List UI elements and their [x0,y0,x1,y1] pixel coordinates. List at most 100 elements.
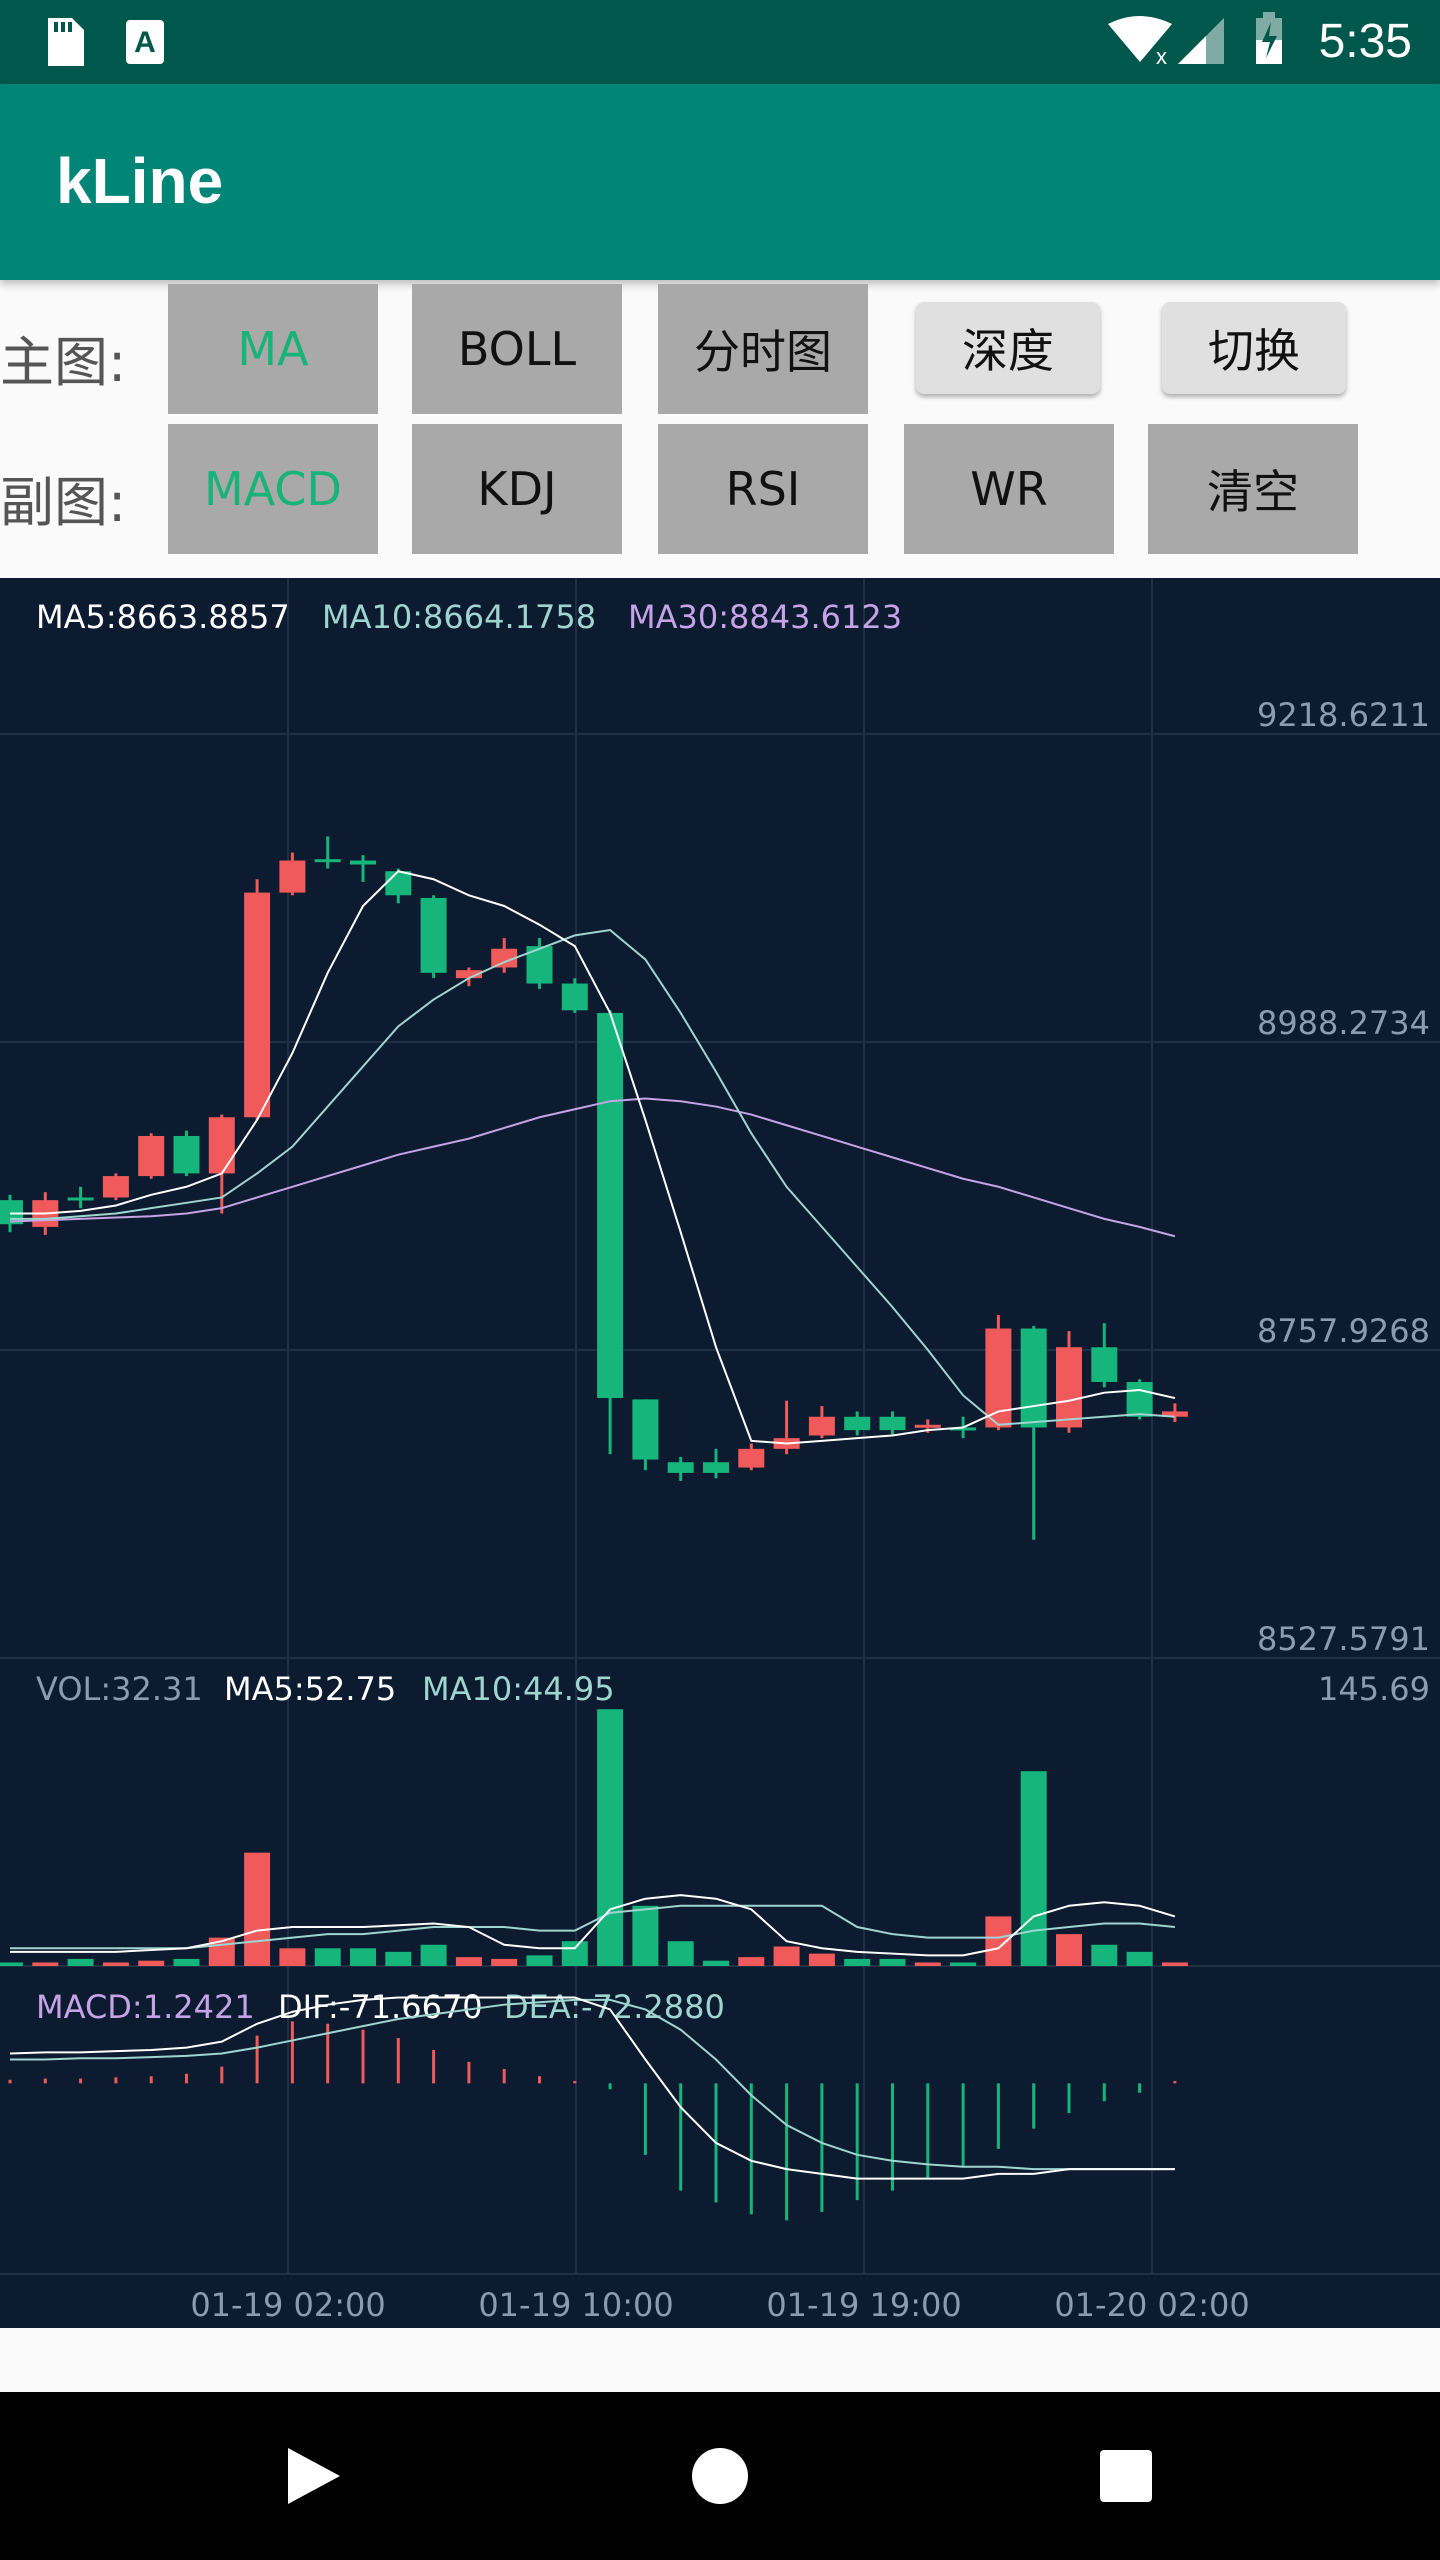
volume-bar [632,1905,659,1966]
x-tick-label: 01-20 02:00 [1054,2286,1249,2324]
candle-body [314,859,341,863]
navigation-bar [0,2392,1440,2560]
switch-button[interactable]: 切换 [1162,302,1346,394]
candle-body [420,897,447,973]
ma10-line [10,928,1175,1426]
clear-button[interactable]: 清空 [1148,424,1358,554]
dea-line [10,1998,1175,2171]
dea-legend: DEA:-72.2880 [504,1988,725,2026]
app-bar: kLine [0,84,1440,280]
x-tick-label: 01-19 02:00 [190,2286,385,2324]
kline-chart[interactable]: MA5:8663.8857 MA10:8664.1758 MA30:8843.6… [0,578,1440,2328]
candle-body [985,1328,1012,1428]
candle-body [808,1416,835,1436]
volume-bar [667,1941,694,1966]
volume-bar [773,1946,800,1966]
dif-line [9,1996,1175,2180]
vol-ma5-line [10,1894,1176,1957]
candle-body [244,892,271,1118]
vol-legend: VOL:32.31 [36,1670,203,1708]
volume-bar [491,1958,518,1966]
sd-card-icon [48,18,84,66]
home-icon[interactable] [692,2448,748,2504]
volume-bar [102,1962,129,1966]
svg-text:A: A [134,26,156,59]
ma5-legend: MA5:8663.8857 [36,598,290,636]
macd-legend: MACD:1.2421 [36,1988,255,2026]
volume-bar [420,1944,447,1966]
rsi-button[interactable]: RSI [658,424,868,554]
volume-bar [597,1709,624,1966]
volume-bar [0,1962,23,1966]
kdj-button[interactable]: KDJ [412,424,622,554]
wr-button[interactable]: WR [904,424,1114,554]
volume-bar [385,1951,412,1966]
kline-svg[interactable]: MA5:8663.8857 MA10:8664.1758 MA30:8843.6… [0,578,1440,2328]
volume-bar [561,1941,588,1966]
candle-body [632,1399,659,1460]
candle-body [350,860,376,865]
x-tick-label: 01-19 10:00 [478,2286,673,2324]
candle-body [102,1176,129,1198]
volume-bar [1091,1944,1118,1966]
y-tick-label: 8527.5791 [1257,1620,1430,1658]
volume-bar [455,1957,482,1966]
candle-body [455,970,482,979]
back-icon[interactable] [288,2448,340,2504]
candle-body [703,1462,729,1473]
candle-body [561,983,588,1011]
candle-body [1161,1411,1188,1417]
candle-body [491,948,518,968]
volume-bar [244,1852,271,1966]
svg-text:x: x [1156,44,1167,69]
x-tick-label: 01-19 19:00 [766,2286,961,2324]
candle-body [385,871,412,896]
status-icons: A x [48,12,1282,69]
y-tick-label: 8988.2734 [1257,1004,1430,1042]
volume-bar [879,1958,906,1966]
candle-body [597,1012,624,1399]
candle-body [738,1448,765,1468]
ma10-legend: MA10:8664.1758 [322,598,596,636]
a-notification-icon: A [126,20,164,64]
vol-ma10-legend: MA10:44.95 [422,1670,615,1708]
wifi-off-icon: x [1108,16,1172,69]
candle-body [1056,1347,1082,1428]
candle-body [667,1462,694,1473]
candle-body [1020,1328,1047,1428]
sub-chart-label: 副图: [0,471,127,534]
vol-max-label: 145.69 [1318,1670,1430,1708]
y-tick-label: 9218.6211 [1257,696,1430,734]
depth-button[interactable]: 深度 [916,302,1100,394]
volume-bar [844,1958,871,1966]
dif-legend: DIF:-71.6670 [278,1988,483,2026]
macd-button[interactable]: MACD [168,424,378,554]
volume-bar [1161,1962,1188,1966]
app-title: kLine [56,145,224,217]
candle-body [173,1135,200,1174]
y-tick-label: 8757.9268 [1257,1312,1430,1350]
volume-bar [1020,1771,1047,1966]
volume-bar [32,1962,59,1966]
candle-body [950,1427,977,1431]
volume-bar [350,1948,376,1966]
ma5-line [10,870,1176,1445]
volume-bar [279,1948,306,1966]
vol-ma5-legend: MA5:52.75 [224,1670,396,1708]
volume-bar [808,1953,835,1966]
volume-bar [914,1962,941,1966]
volume-bar [950,1962,977,1966]
candle-body [208,1117,235,1174]
ma30-legend: MA30:8843.6123 [628,598,902,636]
boll-button[interactable]: BOLL [412,284,622,414]
volume-bar [314,1948,341,1966]
ma30-line [9,1097,1176,1238]
candle-body [279,860,306,893]
ma-button[interactable]: MA [168,284,378,414]
clock: 5:35 [1318,15,1412,68]
recents-icon[interactable] [1100,2450,1152,2502]
time-share-button[interactable]: 分时图 [658,284,868,414]
main-chart-label: 主图: [0,331,127,394]
vol-ma10-line [10,1904,1175,1950]
candle-body [844,1416,871,1431]
